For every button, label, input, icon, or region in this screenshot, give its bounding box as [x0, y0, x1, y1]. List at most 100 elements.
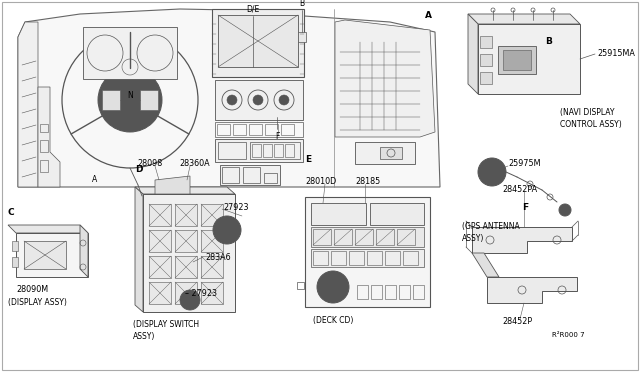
Circle shape — [559, 204, 571, 216]
Bar — [313, 251, 328, 265]
Text: A: A — [92, 175, 98, 184]
Bar — [24, 241, 66, 269]
Bar — [357, 285, 368, 299]
Bar — [355, 142, 415, 164]
Polygon shape — [18, 22, 38, 187]
Text: N: N — [127, 92, 133, 100]
Bar — [12, 257, 18, 267]
Bar — [478, 24, 580, 94]
Bar — [413, 285, 424, 299]
Bar — [201, 230, 223, 252]
Polygon shape — [472, 253, 499, 277]
Text: E: E — [305, 154, 311, 164]
Text: 28360A: 28360A — [179, 160, 210, 169]
Text: C: C — [8, 208, 15, 217]
Circle shape — [253, 95, 263, 105]
Text: R²R000 7: R²R000 7 — [552, 332, 584, 338]
Circle shape — [185, 295, 195, 305]
Bar — [285, 144, 294, 157]
Bar — [367, 251, 382, 265]
Polygon shape — [335, 20, 435, 137]
Text: ASSY): ASSY) — [133, 331, 156, 340]
Polygon shape — [155, 176, 190, 194]
Bar — [380, 147, 402, 159]
Bar — [480, 36, 492, 48]
Bar — [212, 9, 304, 77]
Bar — [40, 124, 48, 132]
Polygon shape — [143, 194, 235, 312]
Bar — [311, 249, 424, 267]
Bar — [16, 233, 88, 277]
Text: D: D — [135, 165, 143, 174]
Bar — [201, 282, 223, 304]
Text: (DISPLAY ASSY): (DISPLAY ASSY) — [8, 298, 67, 307]
Bar — [250, 142, 300, 159]
Bar — [243, 167, 260, 183]
Bar — [349, 251, 364, 265]
Circle shape — [227, 95, 237, 105]
Bar — [281, 124, 294, 135]
Bar — [175, 204, 197, 226]
Bar — [376, 229, 394, 245]
Text: 28098: 28098 — [137, 160, 163, 169]
Bar — [397, 229, 415, 245]
Bar — [264, 173, 277, 183]
Text: (GPS ANTENNA: (GPS ANTENNA — [462, 222, 520, 231]
Polygon shape — [8, 225, 88, 233]
Circle shape — [327, 281, 339, 293]
Text: 28452P: 28452P — [502, 317, 532, 326]
Bar — [274, 144, 283, 157]
Polygon shape — [135, 187, 235, 194]
Polygon shape — [487, 277, 577, 303]
Circle shape — [220, 223, 234, 237]
Circle shape — [98, 68, 162, 132]
Bar — [370, 203, 424, 225]
Circle shape — [213, 216, 241, 244]
Bar — [233, 124, 246, 135]
Bar — [149, 230, 171, 252]
Bar — [311, 227, 424, 247]
Bar — [480, 72, 492, 84]
Bar — [297, 282, 304, 289]
Bar — [385, 251, 400, 265]
Bar — [298, 32, 306, 42]
Polygon shape — [38, 87, 60, 187]
Bar — [305, 197, 430, 307]
Bar — [215, 122, 303, 137]
Circle shape — [478, 158, 506, 186]
Text: F: F — [522, 202, 528, 212]
Polygon shape — [468, 14, 478, 94]
Text: 283A6: 283A6 — [205, 253, 230, 262]
Text: D/E: D/E — [246, 5, 260, 14]
Bar — [175, 282, 197, 304]
Bar — [498, 46, 536, 74]
Bar — [215, 80, 303, 120]
Bar — [355, 229, 373, 245]
Text: 28010D: 28010D — [305, 177, 336, 186]
Polygon shape — [80, 225, 88, 277]
Bar — [83, 27, 177, 79]
Circle shape — [482, 162, 498, 178]
Bar — [149, 282, 171, 304]
Bar — [40, 160, 48, 172]
Bar — [220, 165, 280, 185]
Bar — [40, 140, 48, 152]
Text: CONTROL ASSY): CONTROL ASSY) — [560, 119, 621, 128]
Text: 28185: 28185 — [355, 177, 380, 186]
Bar — [12, 241, 18, 251]
Bar — [102, 90, 120, 110]
Text: B: B — [300, 0, 305, 8]
Bar — [218, 15, 298, 67]
Text: 27923: 27923 — [223, 202, 248, 212]
Text: B: B — [545, 38, 552, 46]
Bar — [331, 251, 346, 265]
Bar — [175, 230, 197, 252]
Bar — [218, 142, 246, 159]
Polygon shape — [472, 227, 572, 253]
Text: – 27923: – 27923 — [185, 289, 217, 298]
Bar — [311, 203, 366, 225]
Polygon shape — [18, 9, 440, 187]
Text: 28452PA: 28452PA — [502, 185, 537, 193]
Bar — [403, 251, 418, 265]
Bar — [480, 54, 492, 66]
